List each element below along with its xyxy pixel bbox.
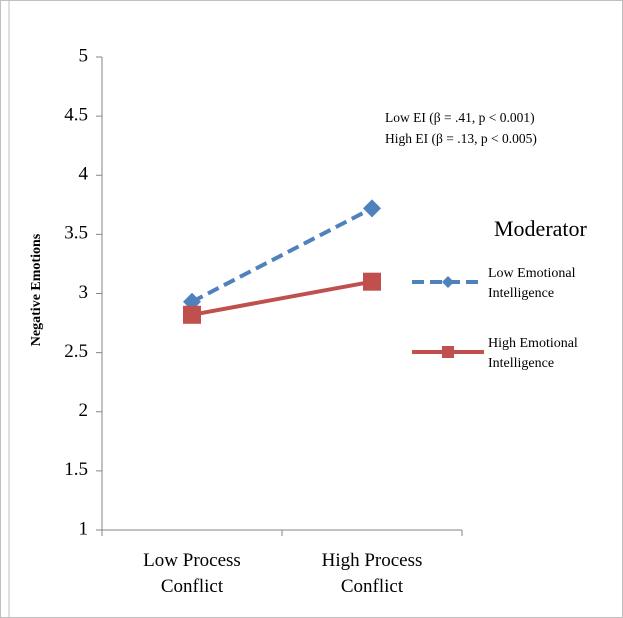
- y-tick-label: 2.5: [64, 341, 88, 362]
- legend-marker: [442, 346, 454, 358]
- legend-title: Moderator: [494, 216, 588, 241]
- legend-label: Low Emotional Intelligence: [488, 266, 576, 301]
- marker: [363, 199, 381, 218]
- y-tick-label: 4.5: [64, 104, 88, 125]
- marker: [183, 305, 201, 324]
- y-tick-label: 3: [79, 282, 89, 303]
- y-tick-label: 5: [79, 45, 89, 66]
- x-tick-label: High Process Conflict: [321, 550, 423, 597]
- y-axis-label: Negative Emotions: [29, 233, 44, 346]
- y-tick-label: 1: [79, 518, 89, 539]
- annotation: Low EI (β = .41, p < 0.001): [385, 110, 535, 125]
- y-tick-label: 1.5: [64, 459, 88, 480]
- legend-marker: [442, 276, 454, 288]
- series-line: [191, 279, 373, 317]
- legend-label: High Emotional Intelligence: [488, 336, 578, 371]
- y-tick-label: 4: [79, 164, 89, 185]
- series-line: [191, 206, 373, 304]
- annotation: High EI (β = .13, p < 0.005): [385, 131, 537, 146]
- x-tick-label: Low Process Conflict: [143, 550, 241, 597]
- y-tick-label: 2: [79, 400, 89, 421]
- y-tick-label: 3.5: [64, 223, 88, 244]
- marker: [363, 272, 381, 291]
